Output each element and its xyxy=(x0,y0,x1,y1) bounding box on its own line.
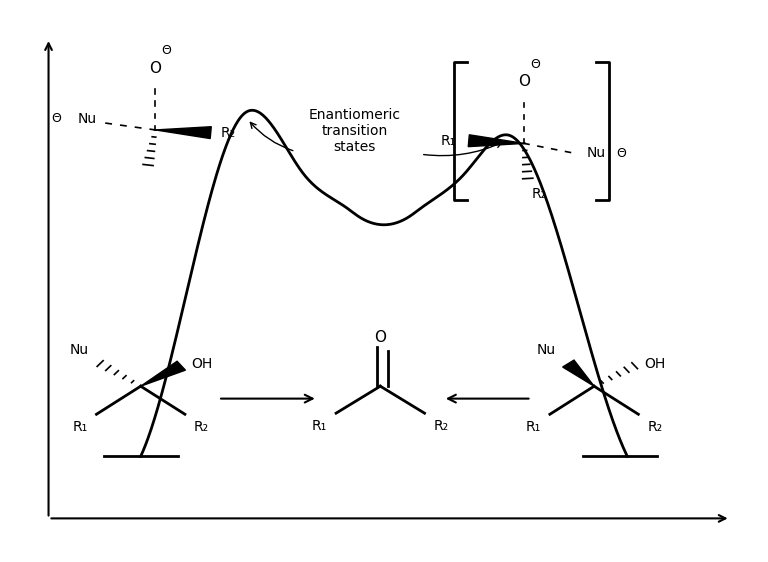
Text: Θ: Θ xyxy=(530,57,540,71)
Text: R₂: R₂ xyxy=(433,419,449,433)
Text: Θ: Θ xyxy=(51,112,61,125)
Polygon shape xyxy=(468,135,524,147)
Polygon shape xyxy=(155,126,211,139)
Polygon shape xyxy=(141,361,185,386)
Text: R₁: R₁ xyxy=(441,134,456,148)
Polygon shape xyxy=(563,360,594,386)
Text: R₂: R₂ xyxy=(194,420,209,434)
Text: Nu: Nu xyxy=(78,112,98,126)
Text: Enantiomeric
transition
states: Enantiomeric transition states xyxy=(309,108,400,154)
Text: R₂: R₂ xyxy=(220,126,236,139)
Text: R₂: R₂ xyxy=(647,420,662,434)
Text: OH: OH xyxy=(190,356,212,370)
Text: O: O xyxy=(374,330,386,345)
Text: R₁: R₁ xyxy=(72,420,88,434)
Text: OH: OH xyxy=(644,356,666,370)
Text: O: O xyxy=(150,61,161,76)
Text: R₂: R₂ xyxy=(531,187,547,201)
Text: Θ: Θ xyxy=(161,44,170,57)
Text: Nu: Nu xyxy=(587,146,606,160)
Text: Nu: Nu xyxy=(70,342,89,356)
Text: Nu: Nu xyxy=(537,342,556,356)
Text: R₁: R₁ xyxy=(312,419,327,433)
Text: O: O xyxy=(518,75,530,89)
Text: R₁: R₁ xyxy=(526,420,541,434)
Text: Θ: Θ xyxy=(616,147,626,160)
